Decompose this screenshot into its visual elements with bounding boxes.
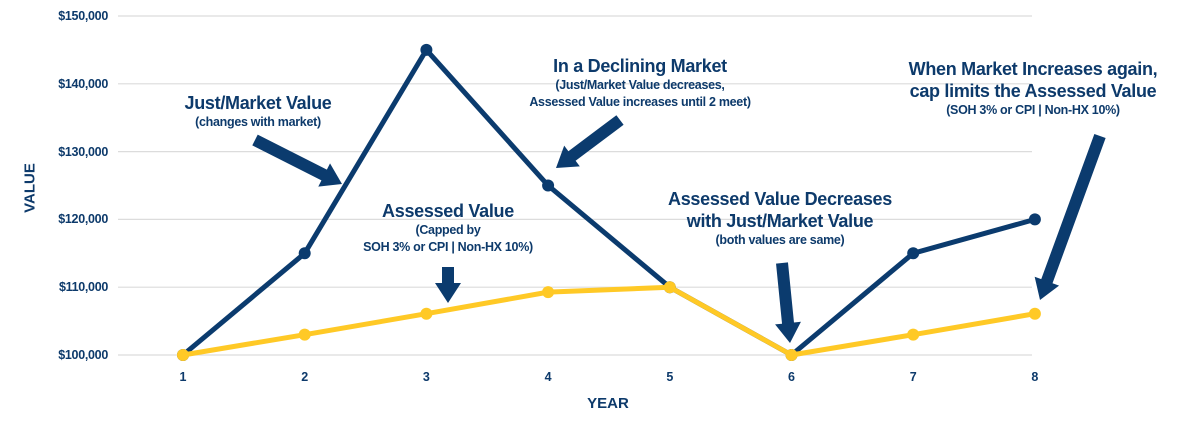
annotation-subtitle: (both values are same)	[715, 233, 845, 247]
x-tick-label: 5	[666, 370, 674, 384]
arrow-icon	[775, 262, 801, 343]
annotation-assessed-decreases: Assessed Value Decreases with Just/Marke…	[668, 188, 892, 249]
annotation-subtitle: (Capped by	[415, 223, 481, 237]
x-axis-label: YEAR	[587, 395, 629, 412]
annotation-title: Just/Market Value	[184, 93, 332, 113]
annotation-title: Assessed Value	[382, 201, 514, 221]
annotation-just-market-value: Just/Market Value (changes with market)	[185, 92, 332, 131]
series-line-just-market-value	[181, 47, 1036, 358]
x-tick-label: 3	[422, 370, 430, 384]
data-point-assessed-value	[298, 328, 311, 341]
x-tick-label: 2	[301, 370, 309, 384]
y-tick-label: $140,000	[58, 76, 108, 91]
annotation-subtitle: Assessed Value increases until 2 meet)	[529, 95, 751, 109]
y-axis-label: VALUE	[21, 163, 39, 213]
annotation-title: Assessed Value Decreases	[668, 189, 892, 209]
y-tick-label: $130,000	[58, 144, 108, 159]
annotation-subtitle: (Just/Market Value decreases,	[555, 78, 725, 92]
data-point-just-market-value	[420, 43, 433, 56]
annotation-title: cap limits the Assessed Value	[909, 81, 1157, 101]
data-point-just-market-value	[298, 247, 311, 260]
x-tick-label: 8	[1031, 370, 1039, 384]
arrow-icon	[556, 115, 624, 168]
data-point-assessed-value	[1028, 307, 1041, 320]
annotation-title: In a Declining Market	[553, 56, 727, 76]
x-tick-label: 7	[909, 370, 917, 384]
data-point-assessed-value	[785, 349, 798, 361]
x-tick-label: 6	[788, 370, 795, 384]
data-point-just-market-value	[542, 179, 555, 192]
arrow-icon	[252, 134, 342, 187]
annotation-declining-market: In a Declining Market (Just/Market Value…	[529, 55, 751, 111]
arrow-icon	[1034, 133, 1106, 300]
data-point-just-market-value	[1028, 213, 1041, 226]
data-point-assessed-value	[907, 328, 920, 341]
x-tick-label: 4	[544, 370, 552, 384]
annotation-subtitle: (SOH 3% or CPI | Non-HX 10%)	[946, 103, 1120, 117]
annotation-subtitle: SOH 3% or CPI | Non-HX 10%)	[363, 240, 533, 254]
x-tick-label: 1	[179, 370, 187, 384]
y-tick-label: $110,000	[58, 280, 108, 295]
data-point-assessed-value	[542, 286, 555, 299]
series-line-assessed-value	[182, 284, 1036, 358]
data-point-assessed-value	[420, 307, 433, 320]
data-point-just-market-value	[907, 247, 920, 260]
y-tick-label: $100,000	[58, 348, 108, 362]
arrow-icon	[435, 267, 461, 303]
y-tick-label: $150,000	[58, 9, 108, 23]
annotation-title: with Just/Market Value	[686, 211, 874, 231]
y-tick-label: $120,000	[58, 212, 108, 227]
annotation-subtitle: (changes with market)	[195, 115, 321, 129]
annotation-assessed-value: Assessed Value (Capped by SOH 3% or CPI …	[363, 200, 533, 256]
data-point-assessed-value	[663, 281, 676, 294]
annotation-market-increases: When Market Increases again, cap limits …	[909, 58, 1158, 119]
data-point-assessed-value	[177, 349, 189, 361]
annotation-title: When Market Increases again,	[908, 59, 1158, 79]
